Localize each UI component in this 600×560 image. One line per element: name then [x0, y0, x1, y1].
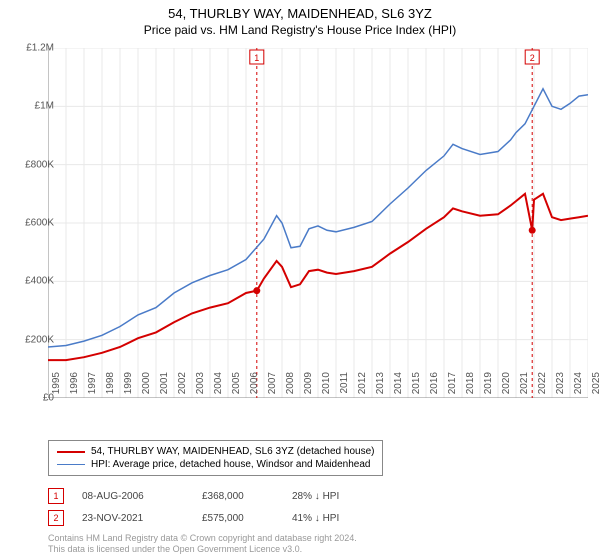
legend-swatch-property [57, 451, 85, 453]
x-tick-label: 2021 [519, 372, 530, 402]
x-tick-label: 2010 [321, 372, 332, 402]
chart-svg: 12 [48, 48, 588, 398]
x-tick-label: 2024 [573, 372, 584, 402]
x-tick-label: 2001 [159, 372, 170, 402]
x-tick-label: 2019 [483, 372, 494, 402]
x-tick-label: 2011 [339, 372, 350, 402]
legend: 54, THURLBY WAY, MAIDENHEAD, SL6 3YZ (de… [48, 440, 383, 476]
x-tick-label: 2007 [267, 372, 278, 402]
y-tick-label: £400K [14, 276, 54, 287]
x-tick-label: 2002 [177, 372, 188, 402]
marker-date-2: 23-NOV-2021 [82, 513, 202, 524]
x-tick-label: 2003 [195, 372, 206, 402]
x-tick-label: 1998 [105, 372, 116, 402]
x-tick-label: 2018 [465, 372, 476, 402]
footer-line2: This data is licensed under the Open Gov… [48, 544, 357, 556]
legend-label-hpi: HPI: Average price, detached house, Wind… [91, 459, 370, 470]
chart-title: 54, THURLBY WAY, MAIDENHEAD, SL6 3YZ [0, 0, 600, 21]
x-tick-label: 2015 [411, 372, 422, 402]
x-tick-label: 2013 [375, 372, 386, 402]
y-tick-label: £200K [14, 334, 54, 345]
x-tick-label: 1997 [87, 372, 98, 402]
footer-line1: Contains HM Land Registry data © Crown c… [48, 533, 357, 545]
y-tick-label: £1M [14, 101, 54, 112]
x-tick-label: 2025 [591, 372, 600, 402]
x-tick-label: 2012 [357, 372, 368, 402]
x-tick-label: 2017 [447, 372, 458, 402]
x-tick-label: 1996 [69, 372, 80, 402]
x-tick-label: 1999 [123, 372, 134, 402]
legend-row-hpi: HPI: Average price, detached house, Wind… [57, 458, 374, 471]
x-tick-label: 2006 [249, 372, 260, 402]
y-tick-label: £600K [14, 218, 54, 229]
legend-label-property: 54, THURLBY WAY, MAIDENHEAD, SL6 3YZ (de… [91, 446, 374, 457]
marker-badge-1: 1 [48, 488, 64, 504]
footer: Contains HM Land Registry data © Crown c… [48, 533, 357, 556]
svg-text:2: 2 [530, 53, 535, 63]
marker-row-1: 1 08-AUG-2006 £368,000 28% ↓ HPI [48, 488, 339, 504]
x-tick-label: 2022 [537, 372, 548, 402]
marker-diff-1: 28% ↓ HPI [292, 491, 339, 502]
legend-row-property: 54, THURLBY WAY, MAIDENHEAD, SL6 3YZ (de… [57, 445, 374, 458]
x-tick-label: 2004 [213, 372, 224, 402]
chart-plot-area: 12 [48, 48, 588, 398]
marker-price-2: £575,000 [202, 513, 292, 524]
x-tick-label: 2008 [285, 372, 296, 402]
y-tick-label: £800K [14, 159, 54, 170]
marker-badge-2: 2 [48, 510, 64, 526]
marker-row-2: 2 23-NOV-2021 £575,000 41% ↓ HPI [48, 510, 339, 526]
x-tick-label: 1995 [51, 372, 62, 402]
marker-diff-2: 41% ↓ HPI [292, 513, 339, 524]
x-tick-label: 2016 [429, 372, 440, 402]
chart-subtitle: Price paid vs. HM Land Registry's House … [0, 21, 600, 37]
legend-swatch-hpi [57, 464, 85, 465]
y-tick-label: £1.2M [14, 43, 54, 54]
marker-price-1: £368,000 [202, 491, 292, 502]
x-tick-label: 2014 [393, 372, 404, 402]
marker-date-1: 08-AUG-2006 [82, 491, 202, 502]
svg-text:1: 1 [254, 53, 259, 63]
x-tick-label: 2009 [303, 372, 314, 402]
x-tick-label: 2023 [555, 372, 566, 402]
x-tick-label: 2000 [141, 372, 152, 402]
x-tick-label: 2005 [231, 372, 242, 402]
x-tick-label: 2020 [501, 372, 512, 402]
y-tick-label: £0 [14, 393, 54, 404]
